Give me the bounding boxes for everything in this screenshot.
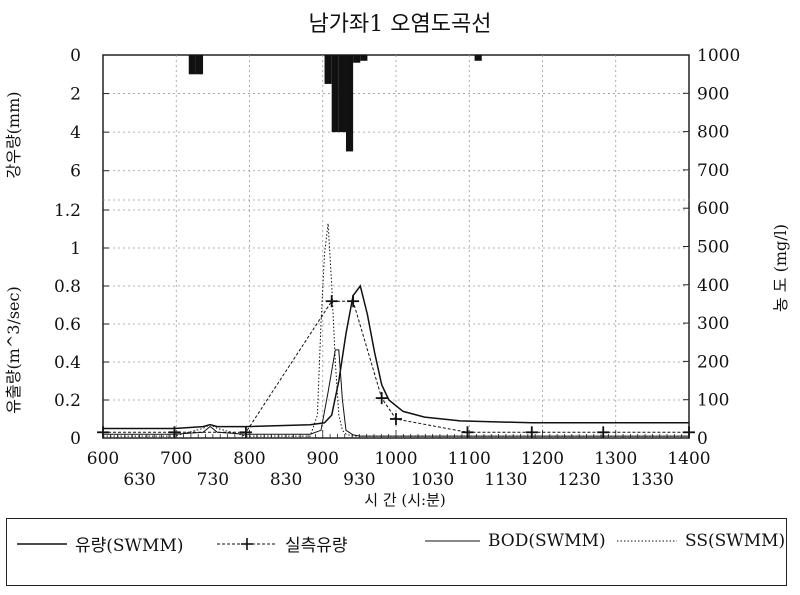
x-tick-label-row1: 1200 — [521, 449, 564, 469]
conc-tick-label: 0 — [697, 429, 708, 449]
rainfall-bar — [331, 55, 339, 133]
flow-tick-label: 0.6 — [54, 315, 81, 335]
x-tick-label-row1: 1000 — [374, 449, 417, 469]
legend-item-ss-swmm: SS(SWMM) — [617, 531, 785, 551]
x-tick-label-row2: 930 — [343, 470, 375, 490]
legend-item-measured-flow: 실측유량 — [217, 531, 348, 556]
rain-axis-label: 강우량(mm) — [4, 92, 23, 179]
solid-line-icon — [17, 542, 67, 545]
thin-solid-line-icon — [425, 540, 480, 542]
conc-tick-label: 400 — [697, 276, 729, 296]
rainfall-bar — [324, 55, 332, 84]
conc-tick-label: 800 — [697, 123, 729, 143]
x-tick-label-row2: 1330 — [631, 470, 674, 490]
flow-tick-label: 1.2 — [54, 201, 81, 221]
conc-tick-label: 700 — [697, 161, 729, 181]
conc-tick-label: 900 — [697, 84, 729, 104]
conc-tick-label: 500 — [697, 238, 729, 258]
rainfall-bar — [338, 55, 346, 133]
conc-tick-label: 300 — [697, 314, 729, 334]
flow-axis-label: 유출량(m^3/sec) — [4, 286, 23, 413]
legend: 유량(SWMM) 실측유량 BOD(SWMM) SS(SWMM) — [6, 518, 787, 586]
flow-tick-label: 0.4 — [54, 353, 81, 373]
x-tick-label-row1: 1300 — [594, 449, 637, 469]
rain-tick-label: 4 — [70, 123, 81, 143]
rain-tick-label: 2 — [70, 85, 81, 105]
axis-ticks — [102, 54, 690, 439]
flow-tick-label: 0 — [70, 429, 81, 449]
legend-item-bod-swmm: BOD(SWMM) — [425, 531, 606, 551]
series-lines — [97, 223, 695, 439]
rainfall-bar — [474, 55, 482, 61]
dotted-line-icon — [617, 540, 677, 542]
legend-label-flow-swmm: 유량(SWMM) — [75, 536, 184, 556]
rainfall-bar — [195, 55, 204, 75]
rain-tick-label: 6 — [70, 162, 81, 182]
x-tick-label-row1: 600 — [87, 449, 119, 469]
chart-title: 남가좌1 오염도곡선 — [309, 12, 492, 37]
x-tick-label-row1: 900 — [307, 449, 339, 469]
conc-tick-label: 100 — [697, 391, 729, 411]
x-tick-label-row1: 700 — [160, 449, 192, 469]
rain-tick-label: 0 — [70, 46, 81, 66]
x-tick-label-row2: 1230 — [557, 470, 600, 490]
rainfall-bar — [360, 55, 368, 61]
conc-axis-label: 농 도 (mg/l) — [771, 224, 790, 312]
x-axis-label: 시 간 (시:분) — [364, 491, 446, 509]
rainfall-bar — [188, 55, 196, 75]
gridlines — [103, 55, 689, 438]
conc-tick-label: 200 — [697, 352, 729, 372]
x-tick-label-row2: 830 — [270, 470, 302, 490]
rainfall-bar — [353, 55, 361, 63]
x-tick-label-row1: 1400 — [667, 449, 710, 469]
flow-tick-label: 0.8 — [54, 277, 81, 297]
legend-label-bod-swmm: BOD(SWMM) — [488, 531, 606, 551]
x-tick-label-row2: 730 — [197, 470, 229, 490]
flow-tick-label: 0.2 — [54, 391, 81, 411]
series-line — [103, 284, 689, 430]
plus-marker-line-icon — [217, 537, 277, 550]
rainfall-bars — [188, 55, 482, 152]
x-tick-label-row2: 1030 — [411, 470, 454, 490]
legend-item-flow-swmm: 유량(SWMM) — [17, 531, 183, 556]
conc-tick-label: 1000 — [697, 46, 740, 66]
x-tick-label-row2: 1130 — [484, 470, 527, 490]
legend-label-ss-swmm: SS(SWMM) — [685, 531, 786, 551]
series-line — [103, 349, 689, 437]
x-tick-label-row1: 800 — [233, 449, 265, 469]
conc-tick-label: 600 — [697, 199, 729, 219]
rainfall-bar — [345, 55, 354, 152]
series-line — [103, 223, 689, 437]
x-tick-label-row2: 630 — [123, 470, 155, 490]
legend-label-measured-flow: 실측유량 — [285, 536, 348, 556]
flow-tick-label: 1 — [70, 239, 81, 259]
x-tick-label-row1: 1100 — [448, 449, 491, 469]
tick-labels: 0 2 4 6 0 0.2 0.4 0.6 0.8 1 1.2 0 100 200 300 400 500 600… — [54, 46, 740, 490]
